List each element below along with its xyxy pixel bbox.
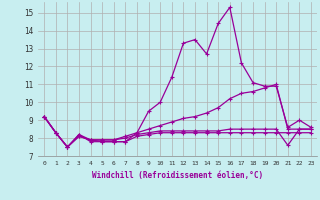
X-axis label: Windchill (Refroidissement éolien,°C): Windchill (Refroidissement éolien,°C) [92,171,263,180]
